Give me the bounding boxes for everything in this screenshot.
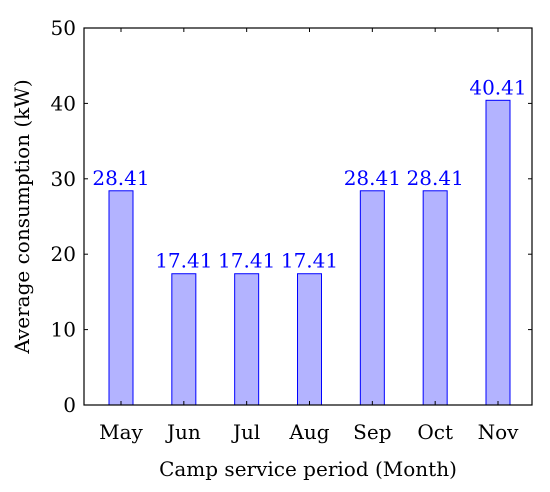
data-label-jun: 17.41	[155, 249, 212, 273]
data-label-aug: 17.41	[281, 249, 338, 273]
x-tick-label-nov: Nov	[478, 420, 520, 444]
bar-may	[108, 190, 134, 406]
x-tick-label-jun: Jun	[165, 420, 201, 444]
bar-jul	[234, 273, 260, 406]
bar-jun	[171, 273, 197, 406]
y-tick-label-10: 10	[51, 318, 76, 342]
x-tick-label-may: May	[99, 420, 143, 444]
y-tick-label-40: 40	[51, 91, 76, 115]
data-label-may: 28.41	[92, 166, 149, 190]
data-label-nov: 40.41	[469, 75, 526, 99]
bar-nov	[485, 99, 511, 406]
x-tick-label-aug: Aug	[288, 420, 329, 444]
y-tick-label-0: 0	[63, 393, 76, 417]
bars-layer	[108, 99, 511, 406]
bar-sep	[359, 190, 385, 406]
bar-aug	[297, 273, 322, 406]
y-axis-title: Average consumption (kW)	[10, 79, 34, 354]
y-tick-label-30: 30	[51, 167, 76, 191]
data-label-jul: 17.41	[218, 249, 275, 273]
x-tick-label-sep: Sep	[353, 420, 391, 444]
y-tick-label-20: 20	[51, 242, 76, 266]
x-tick-label-oct: Oct	[417, 420, 453, 444]
bar-oct	[422, 190, 448, 406]
y-tick-label-50: 50	[51, 16, 76, 40]
plot-area-frame	[83, 27, 533, 406]
ticks-layer: May Jun Jul Aug Sep Oct Nov 0 10 20 30 40 50	[51, 16, 532, 444]
x-tick-label-jul: Jul	[231, 420, 260, 444]
x-axis-title: Camp service period (Month)	[159, 457, 457, 481]
data-label-oct: 28.41	[407, 166, 464, 190]
data-label-sep: 28.41	[344, 166, 401, 190]
